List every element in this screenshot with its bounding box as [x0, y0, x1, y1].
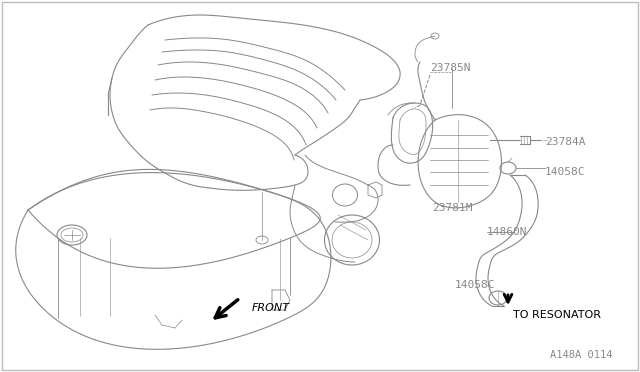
Text: 23784A: 23784A — [545, 137, 586, 147]
Text: 14058C: 14058C — [455, 280, 495, 290]
Text: 23781M: 23781M — [432, 203, 472, 213]
Text: FRONT: FRONT — [252, 303, 290, 313]
Text: A148A 0114: A148A 0114 — [550, 350, 612, 360]
Text: 14058C: 14058C — [545, 167, 586, 177]
Text: TO RESONATOR: TO RESONATOR — [513, 310, 601, 320]
Text: 14860N: 14860N — [487, 227, 527, 237]
Text: 23785N: 23785N — [430, 63, 470, 73]
